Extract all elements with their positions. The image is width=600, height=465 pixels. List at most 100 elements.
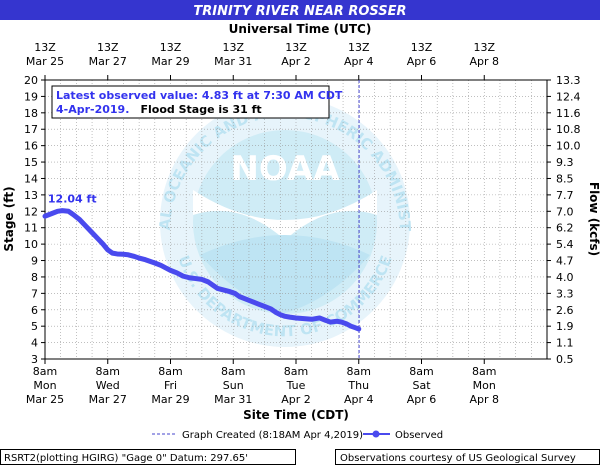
peak-value-label: 12.04 ft xyxy=(48,193,97,206)
y2-axis-title: Flow (kcfs) xyxy=(587,182,600,256)
peak-label-group: 12.04 ft xyxy=(48,193,97,206)
y2-tick-label: 13.3 xyxy=(556,74,581,87)
footer-right-text: Observations courtesy of US Geological S… xyxy=(340,453,576,464)
latest-note-flood-stage: Flood Stage is 31 ft xyxy=(140,103,261,116)
x-tick-day: Thu xyxy=(347,379,369,392)
x-top-tick-time: 13Z xyxy=(34,41,56,54)
x-tick-date: Mar 27 xyxy=(89,393,127,406)
x-top-tick-date: Apr 4 xyxy=(344,55,374,68)
y-tick-label: 9 xyxy=(31,255,38,268)
x-tick-time: 8am xyxy=(221,365,245,378)
y-tick-label: 4 xyxy=(31,337,38,350)
x-tick-date: Mar 25 xyxy=(26,393,64,406)
y-tick-label: 20 xyxy=(24,74,38,87)
x-top-tick-time: 13Z xyxy=(285,41,307,54)
latest-note-date: 4-Apr-2019. xyxy=(56,103,129,116)
y2-axis-ticks: 0.5 1.1 1.9 2.6 3.3 4.0 4.7 5.4 6.2 7.0 7.7 8.5 9.3 1… xyxy=(547,74,581,366)
x-tick-time: 8am xyxy=(409,365,433,378)
x-tick-day: Sat xyxy=(412,379,431,392)
y2-tick-label: 7.0 xyxy=(556,205,574,218)
y2-tick-label: 0.5 xyxy=(556,353,574,366)
y2-tick-label: 11.6 xyxy=(556,107,581,120)
y2-tick-label: 9.3 xyxy=(556,156,574,169)
x-tick-time: 8am xyxy=(347,365,371,378)
y-tick-label: 7 xyxy=(31,287,38,300)
y-tick-label: 15 xyxy=(24,156,38,169)
y2-tick-label: 10.0 xyxy=(556,140,581,153)
x-top-tick-time: 13Z xyxy=(473,41,495,54)
y-tick-label: 3 xyxy=(31,353,38,366)
x-top-tick-date: Apr 6 xyxy=(407,55,437,68)
legend-observed-label: Observed xyxy=(395,430,443,441)
y-tick-label: 6 xyxy=(31,304,38,317)
y2-tick-label: 8.5 xyxy=(556,172,574,185)
x-tick-date: Mar 29 xyxy=(151,393,189,406)
x-axis-title: Site Time (CDT) xyxy=(243,408,349,422)
x-top-tick-time: 13Z xyxy=(222,41,244,54)
x-tick-time: 8am xyxy=(33,365,57,378)
y2-tick-label: 2.6 xyxy=(556,304,574,317)
x-tick-date: Apr 8 xyxy=(469,393,499,406)
x-tick-date: Apr 6 xyxy=(407,393,437,406)
y2-tick-label: 1.9 xyxy=(556,320,574,333)
x-top-tick-date: Mar 25 xyxy=(26,55,64,68)
x-tick-time: 8am xyxy=(158,365,182,378)
legend-created-label: Graph Created (8:18AM Apr 4,2019) xyxy=(182,430,363,441)
y-tick-label: 13 xyxy=(24,189,38,202)
x-tick-day: Tue xyxy=(286,379,306,392)
y-tick-label: 16 xyxy=(24,140,38,153)
y2-tick-label: 7.7 xyxy=(556,189,574,202)
watermark-logo-text: NOAA xyxy=(230,149,340,189)
x-tick-date: Apr 4 xyxy=(344,393,374,406)
latest-note-line2: 4-Apr-2019. Flood Stage is 31 ft xyxy=(56,98,262,117)
y2-tick-label: 5.4 xyxy=(556,238,574,251)
y2-tick-label: 6.2 xyxy=(556,222,574,235)
y-tick-label: 12 xyxy=(24,205,38,218)
y-tick-label: 14 xyxy=(24,172,38,185)
x-top-tick-time: 13Z xyxy=(97,41,119,54)
x-top-tick-date: Apr 8 xyxy=(469,55,499,68)
title-bar xyxy=(0,0,600,20)
x-top-tick-date: Apr 2 xyxy=(281,55,311,68)
x-tick-day: Mon xyxy=(33,379,56,392)
y-tick-label: 19 xyxy=(24,90,38,103)
latest-note-box xyxy=(51,85,330,119)
y-tick-label: 5 xyxy=(31,320,38,333)
x-tick-time: 8am xyxy=(284,365,308,378)
x-top-tick-date: Mar 31 xyxy=(214,55,252,68)
y-axis-title: Stage (ft) xyxy=(2,186,16,251)
latest-note-line1: Latest observed value: 4.83 ft at 7:30 A… xyxy=(56,89,343,102)
x-tick-day: Wed xyxy=(96,379,120,392)
legend-observed-dot xyxy=(372,430,380,438)
x-top-tick-time: 13Z xyxy=(160,41,182,54)
y-tick-label: 8 xyxy=(31,271,38,284)
y-tick-label: 17 xyxy=(24,123,38,136)
x-tick-date: Apr 2 xyxy=(281,393,311,406)
y2-tick-label: 4.7 xyxy=(556,255,574,268)
top-axis-title: Universal Time (UTC) xyxy=(229,22,372,36)
y2-tick-label: 3.3 xyxy=(556,287,574,300)
watermark-bird-icon xyxy=(193,190,377,240)
x-tick-day: Mon xyxy=(473,379,496,392)
y2-tick-label: 12.4 xyxy=(556,90,581,103)
x-tick-time: 8am xyxy=(96,365,120,378)
y-axis-ticks: 3 4 5 6 7 8 9 10 11 12 13 14 15 16 17 18 19 20 xyxy=(24,74,45,366)
x-tick-day: Sun xyxy=(223,379,244,392)
y-tick-label: 18 xyxy=(24,107,38,120)
observed-series-line xyxy=(42,208,362,332)
y-tick-label: 11 xyxy=(24,222,38,235)
x-top-tick-time: 13Z xyxy=(348,41,370,54)
y-tick-label: 10 xyxy=(24,238,38,251)
chart-title: TRINITY RIVER NEAR ROSSER xyxy=(193,4,406,19)
x-tick-day: Fri xyxy=(164,379,177,392)
y2-tick-label: 4.0 xyxy=(556,271,574,284)
y2-tick-label: 1.1 xyxy=(556,337,574,350)
y2-tick-label: 10.8 xyxy=(556,123,581,136)
x-top-tick-date: Mar 29 xyxy=(151,55,189,68)
footer-left-text: RSRT2(plotting HGIRG) "Gage 0" Datum: 29… xyxy=(4,453,248,464)
x-tick-date: Mar 31 xyxy=(214,393,252,406)
x-tick-time: 8am xyxy=(472,365,496,378)
